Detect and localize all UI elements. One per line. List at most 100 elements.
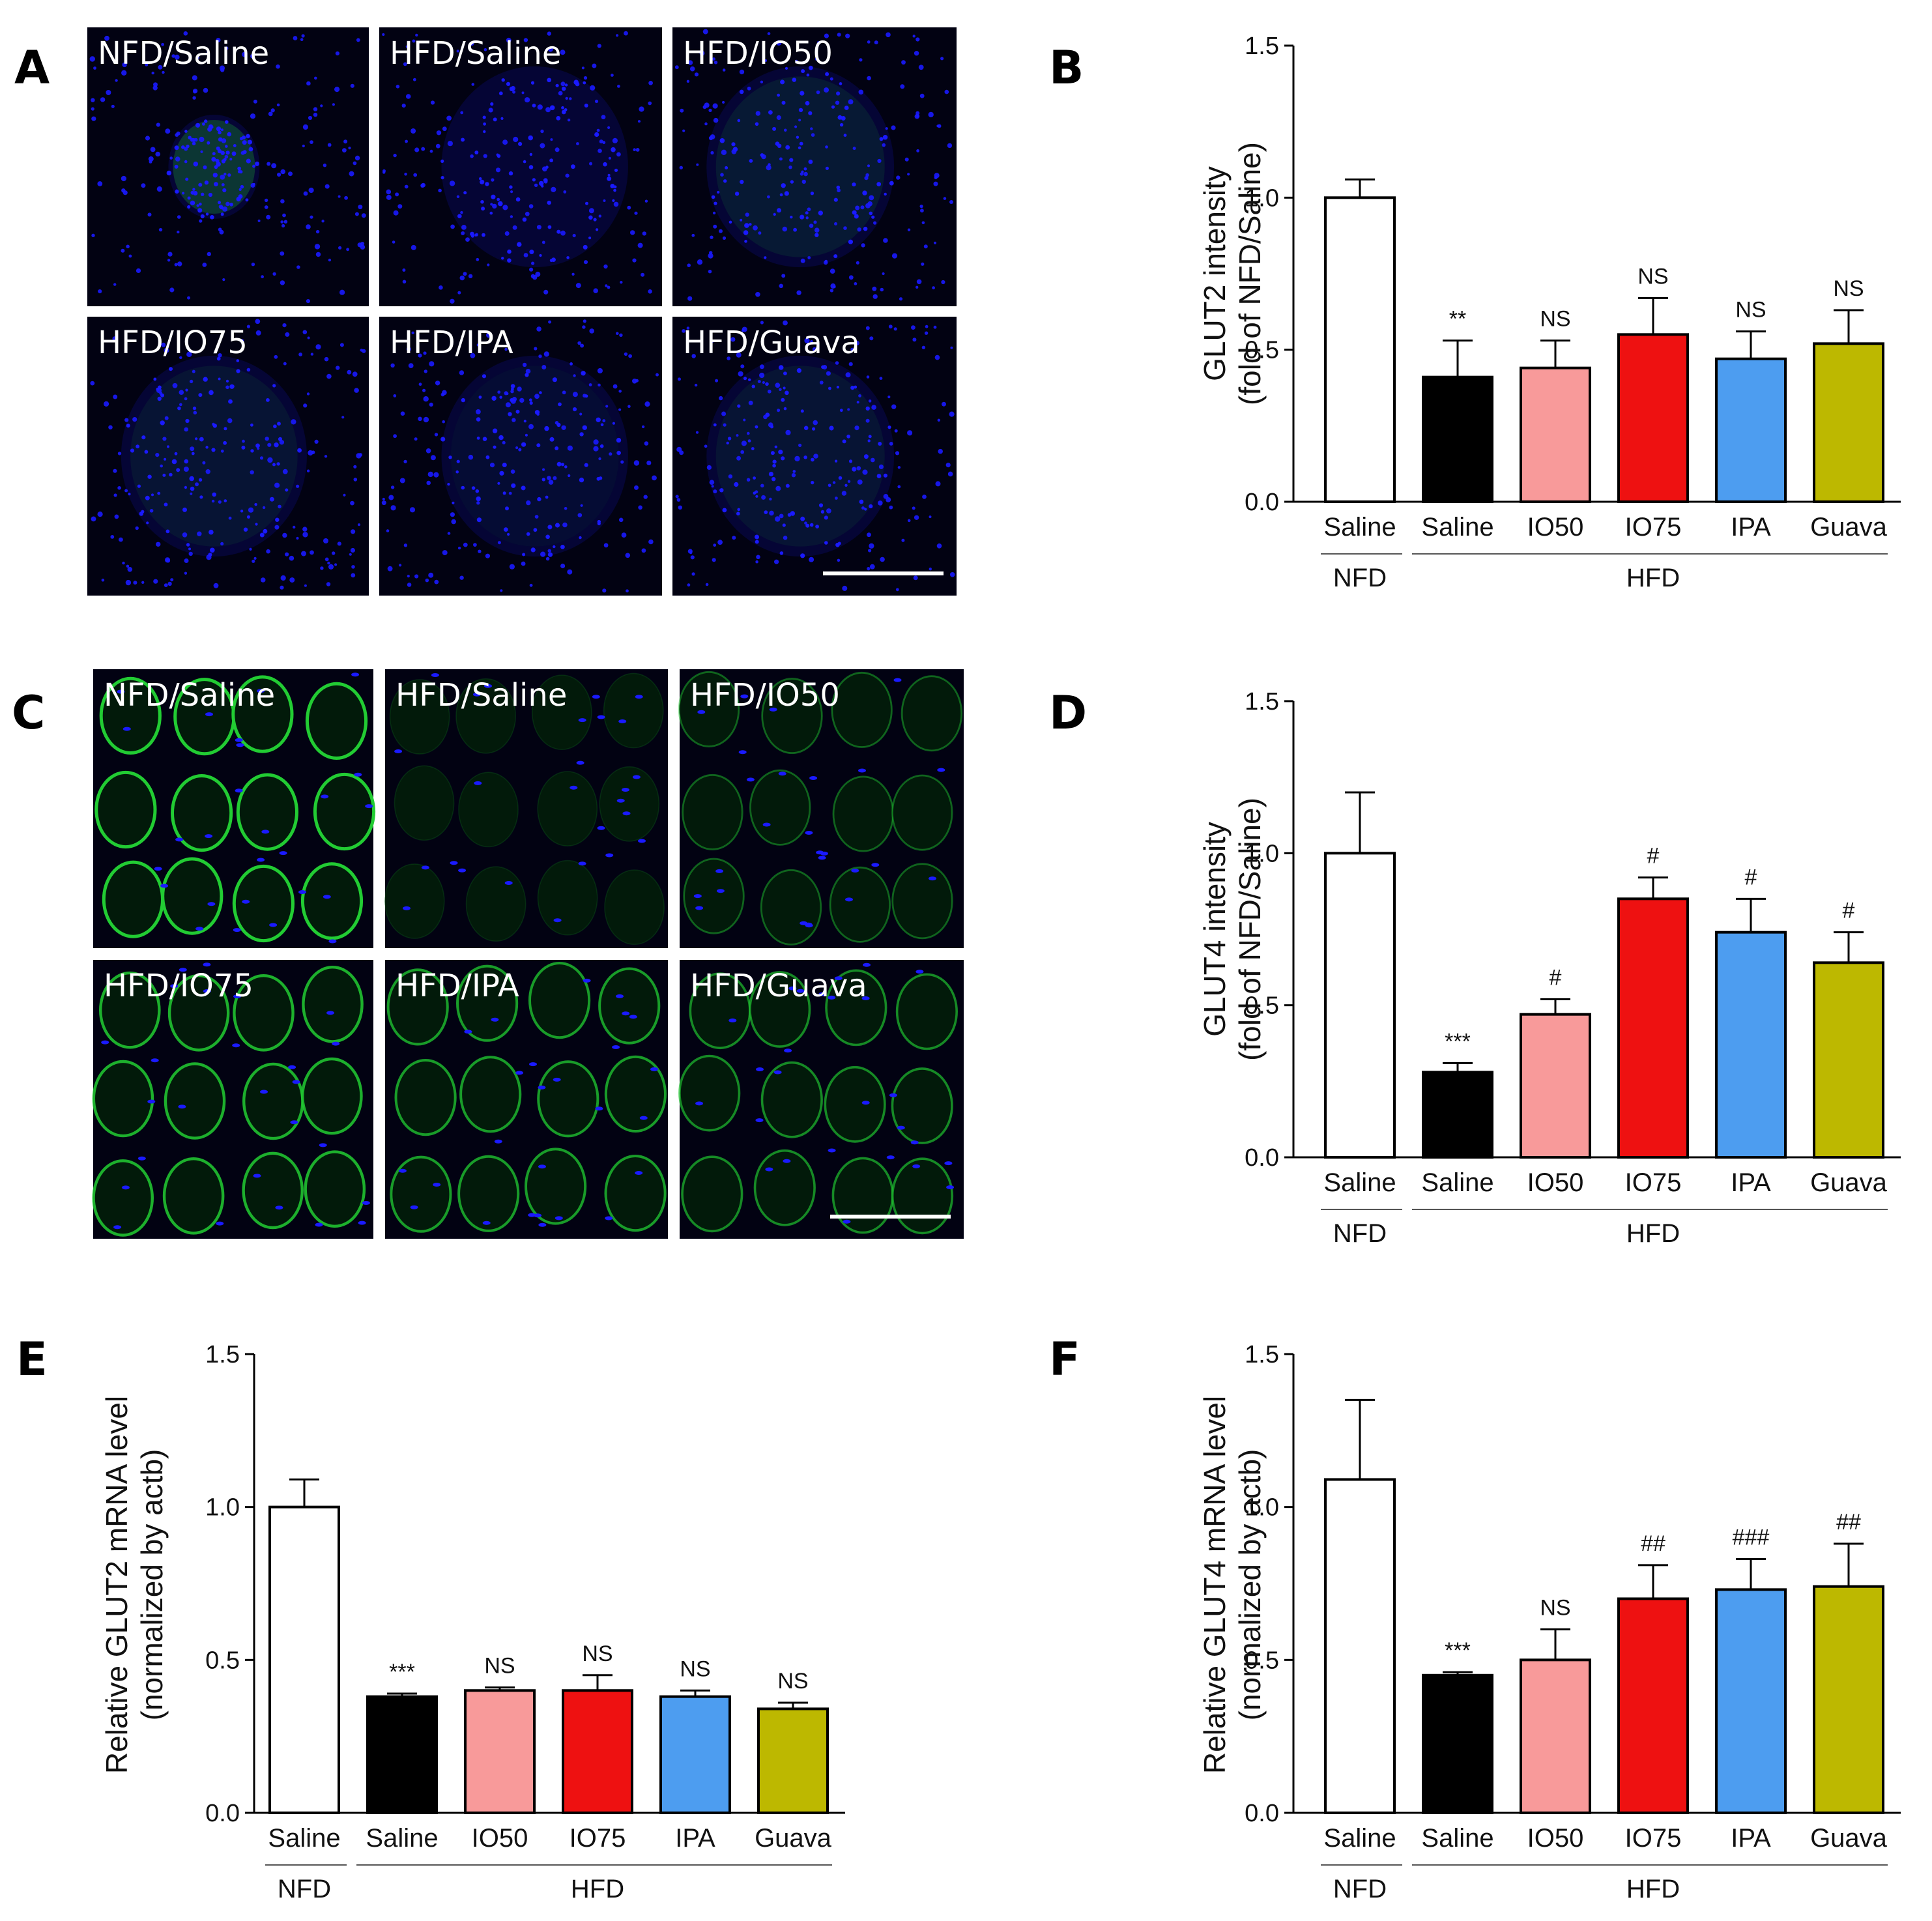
nucleus-dot: [914, 51, 919, 56]
nucleus-dot: [794, 455, 800, 462]
muscle-fiber: [824, 1065, 886, 1143]
nucleus-dot: [225, 151, 230, 155]
nucleus-dot: [222, 278, 225, 282]
nucleus-dot: [338, 246, 342, 250]
nucleus-dot: [818, 992, 827, 996]
nucleus-dot: [492, 203, 497, 209]
nucleus-dot: [621, 788, 629, 792]
nucleus-dot: [588, 208, 594, 214]
nucleus-dot: [507, 258, 512, 263]
nucleus-dot: [791, 473, 796, 478]
islet-region: [706, 66, 895, 268]
nucleus-dot: [779, 193, 783, 197]
nucleus-dot: [282, 469, 288, 474]
nucleus-dot: [949, 411, 955, 417]
nucleus-dot: [493, 117, 497, 122]
nucleus-dot: [609, 452, 613, 456]
nucleus-dot: [246, 515, 250, 519]
muscle-fiber: [901, 675, 963, 752]
nucleus-dot: [539, 181, 544, 186]
muscle-fiber: [242, 1151, 304, 1230]
nucleus-dot: [837, 558, 841, 562]
nucleus-dot: [751, 447, 755, 450]
nucleus-dot: [117, 486, 121, 490]
nucleus-dot: [617, 85, 620, 88]
x-tick-label: Guava: [1810, 513, 1888, 542]
nucleus-dot: [878, 442, 882, 446]
nucleus-dot: [584, 463, 588, 467]
nucleus-dot: [218, 500, 222, 504]
nucleus-dot: [592, 695, 600, 699]
nucleus-dot: [474, 781, 482, 785]
bar: [1813, 1585, 1884, 1815]
nucleus-dot: [229, 203, 233, 207]
nucleus-dot: [240, 339, 244, 342]
nucleus-dot: [353, 465, 357, 469]
nucleus-dot: [638, 839, 646, 843]
nucleus-dot: [869, 211, 873, 216]
nucleus-dot: [704, 444, 708, 448]
muscle-fiber: [102, 860, 164, 938]
nucleus-dot: [775, 485, 781, 491]
nucleus-dot: [812, 347, 816, 352]
nucleus-dot: [542, 468, 545, 471]
y-axis-label-line: GLUT4 intensity: [1198, 822, 1232, 1037]
nucleus-dot: [564, 108, 568, 111]
significance-label: **: [1449, 307, 1466, 332]
nucleus-dot: [760, 484, 764, 488]
nucleus-dot: [598, 149, 602, 153]
nucleus-dot: [353, 161, 357, 166]
nucleus-dot: [411, 128, 416, 134]
nucleus-dot: [403, 543, 408, 547]
nucleus-dot: [779, 551, 784, 555]
nucleus-dot: [184, 160, 188, 164]
nucleus-dot: [314, 76, 317, 80]
nucleus-dot: [929, 515, 932, 519]
nucleus-dot: [548, 480, 554, 485]
nucleus-dot: [612, 422, 616, 425]
nucleus-dot: [277, 172, 281, 177]
nucleus-dot: [313, 112, 318, 117]
nucleus-dot: [282, 532, 287, 538]
y-axis-label: GLUT2 intensity(fold of NFD/Saline): [1198, 142, 1267, 405]
nucleus-dot: [483, 130, 486, 134]
nucleus-dot: [721, 149, 727, 155]
nucleus-dot: [933, 181, 938, 186]
nucleus-dot: [351, 565, 355, 569]
nucleus-dot: [532, 274, 538, 280]
nucleus-dot: [135, 526, 139, 530]
nucleus-dot: [625, 553, 631, 558]
nucleus-dot: [197, 531, 202, 536]
y-tick-label: 0.0: [1245, 1144, 1279, 1172]
bar: [1617, 897, 1689, 1159]
nucleus-dot: [233, 144, 237, 147]
nucleus-dot: [616, 332, 619, 335]
nucleus-dot: [912, 35, 916, 38]
nucleus-dot: [162, 70, 165, 74]
nucleus-dot: [203, 989, 211, 993]
nucleus-dot: [456, 459, 460, 463]
nucleus-dot: [820, 510, 825, 514]
nucleus-dot: [567, 445, 573, 451]
nucleus-dot: [179, 390, 184, 395]
muscle-fiber: [604, 1055, 667, 1133]
nucleus-dot: [156, 186, 162, 192]
nucleus-dot: [198, 182, 203, 187]
nucleus-dot: [410, 1205, 418, 1209]
nucleus-dot: [949, 200, 953, 204]
nucleus-dot: [778, 365, 784, 370]
nucleus-dot: [630, 230, 635, 235]
nucleus-dot: [358, 205, 363, 210]
nucleus-dot: [747, 439, 751, 442]
nucleus-dot: [705, 583, 709, 586]
nucleus-dot: [808, 111, 813, 115]
nucleus-dot: [845, 33, 850, 38]
nucleus-dot: [482, 115, 486, 119]
nucleus-dot: [713, 224, 717, 229]
nucleus-dot: [730, 337, 736, 342]
muscle-fiber: [300, 862, 364, 940]
nucleus-dot: [925, 325, 929, 328]
nucleus-dot: [459, 275, 465, 281]
nucleus-dot: [237, 166, 242, 171]
nucleus-dot: [783, 386, 786, 390]
